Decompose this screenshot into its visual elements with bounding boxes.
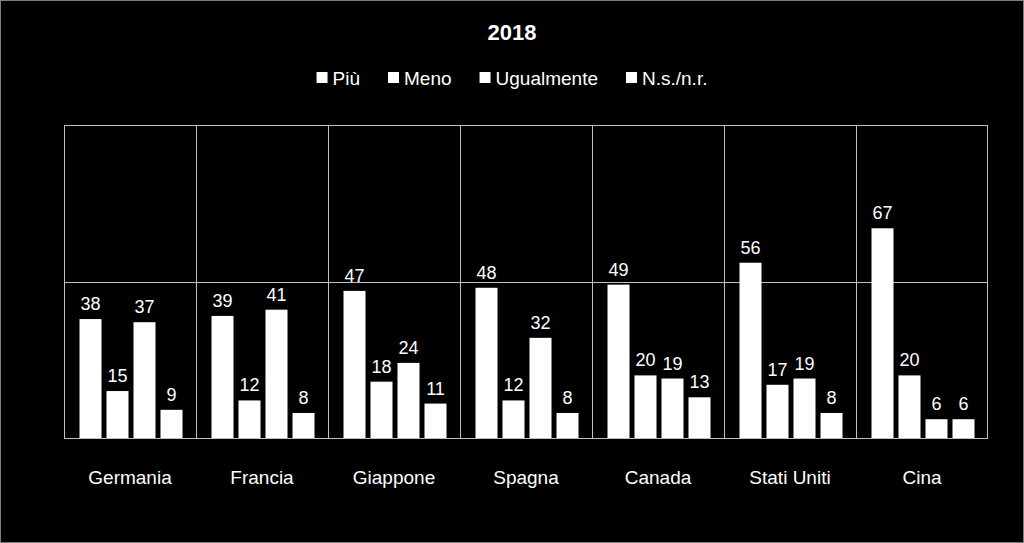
- category-label: Giappone: [353, 467, 435, 488]
- bar: [212, 316, 234, 438]
- data-label: 24: [398, 338, 418, 358]
- data-label: 12: [503, 375, 523, 395]
- bar: [371, 382, 393, 438]
- group-divider: [724, 125, 725, 438]
- bar: [557, 413, 579, 438]
- category-label: Stati Uniti: [749, 467, 830, 488]
- legend-swatch: [626, 72, 637, 83]
- legend-label: N.s./n.r.: [642, 68, 707, 89]
- bar: [926, 419, 948, 438]
- bar: [161, 410, 183, 438]
- chart: 2018 38 15 37 9 39 12 41 8 47 18 24 11 48 12 32 8 49 20 19 1…: [0, 0, 1024, 543]
- legend-swatch: [388, 72, 399, 83]
- data-label: 37: [134, 297, 154, 317]
- category-label: Spagna: [493, 467, 559, 488]
- legend-swatch: [317, 72, 328, 83]
- grid-line: [64, 282, 988, 283]
- bar: [767, 385, 789, 438]
- data-label: 13: [689, 372, 709, 392]
- background: [0, 0, 1024, 543]
- data-labels: 38 15 37 9 39 12 41 8 47 18 24 11 48 12 32 8 49 20 19 13 56 1…: [80, 203, 968, 414]
- bar: [872, 228, 894, 438]
- outer-border: [1, 1, 1024, 543]
- data-label: 15: [107, 366, 127, 386]
- data-label: 18: [371, 357, 391, 377]
- bars: [80, 228, 975, 438]
- bar: [953, 419, 975, 438]
- bar: [344, 291, 366, 438]
- category-label: Canada: [625, 467, 692, 488]
- data-label: 19: [794, 354, 814, 374]
- data-label: 39: [212, 291, 232, 311]
- bar: [635, 375, 657, 438]
- bar: [689, 397, 711, 438]
- bar: [476, 288, 498, 438]
- data-label: 20: [899, 350, 919, 370]
- data-label: 9: [166, 385, 176, 405]
- bar: [398, 363, 420, 438]
- data-label: 11: [426, 379, 445, 399]
- bar: [239, 400, 261, 438]
- plot-frame: [65, 126, 988, 439]
- bar: [293, 413, 315, 438]
- bar: [134, 322, 156, 438]
- data-label: 47: [344, 266, 364, 286]
- data-label: 17: [767, 360, 787, 380]
- category-label: Francia: [230, 467, 294, 488]
- data-label: 8: [298, 388, 308, 408]
- data-label: 41: [266, 285, 286, 305]
- data-label: 32: [530, 313, 550, 333]
- group-divider: [196, 125, 197, 438]
- group-divider: [328, 125, 329, 438]
- data-label: 48: [476, 263, 496, 283]
- data-label: 67: [872, 203, 892, 223]
- category-label: Cina: [902, 467, 942, 488]
- bar: [662, 379, 684, 438]
- legend-label: Ugualmente: [496, 68, 598, 89]
- legend: Più Meno Ugualmente N.s./n.r.: [317, 68, 708, 89]
- data-label: 6: [931, 394, 941, 414]
- data-label: 6: [958, 394, 968, 414]
- data-label: 8: [826, 388, 836, 408]
- data-label: 12: [239, 375, 259, 395]
- bar: [899, 375, 921, 438]
- legend-label: Più: [333, 68, 360, 89]
- data-label: 20: [635, 350, 655, 370]
- bar: [794, 379, 816, 438]
- group-divider: [460, 125, 461, 438]
- bar: [740, 263, 762, 438]
- legend-label: Meno: [404, 68, 452, 89]
- bar: [530, 338, 552, 438]
- legend-swatch: [480, 72, 491, 83]
- data-label: 49: [608, 260, 628, 280]
- title: 2018: [488, 20, 537, 45]
- bar: [266, 310, 288, 438]
- bar: [608, 285, 630, 438]
- data-label: 8: [562, 388, 572, 408]
- category-label: Germania: [88, 467, 172, 488]
- bar: [107, 391, 129, 438]
- data-label: 56: [740, 238, 760, 258]
- group-divider: [856, 125, 857, 438]
- data-label: 19: [662, 354, 682, 374]
- data-label: 38: [80, 294, 100, 314]
- bar: [821, 413, 843, 438]
- bar: [425, 404, 447, 438]
- group-divider: [592, 125, 593, 438]
- bar: [80, 319, 102, 438]
- bar: [503, 400, 525, 438]
